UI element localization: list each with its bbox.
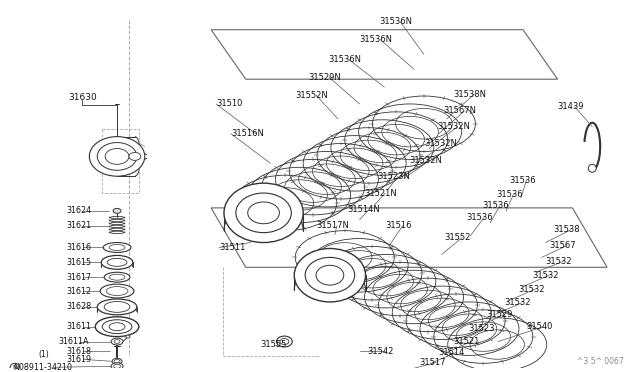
Text: 31521: 31521 <box>454 337 480 346</box>
Text: 31567: 31567 <box>550 241 576 250</box>
Ellipse shape <box>305 257 355 293</box>
Text: 31517: 31517 <box>419 358 445 367</box>
Ellipse shape <box>90 137 145 176</box>
Ellipse shape <box>276 336 292 347</box>
Text: 31619: 31619 <box>67 355 92 364</box>
Text: 31532: 31532 <box>518 285 545 294</box>
Text: 31439: 31439 <box>557 102 584 112</box>
Text: 31529: 31529 <box>486 310 513 319</box>
Text: 31617: 31617 <box>67 273 92 282</box>
Ellipse shape <box>100 284 134 298</box>
Ellipse shape <box>104 272 130 282</box>
Text: 31516: 31516 <box>385 221 412 230</box>
Text: 31517N: 31517N <box>316 221 349 230</box>
Ellipse shape <box>126 335 130 338</box>
Ellipse shape <box>113 364 120 368</box>
Ellipse shape <box>104 301 130 312</box>
Text: 31611: 31611 <box>67 322 92 331</box>
Text: 31536: 31536 <box>483 201 509 211</box>
Ellipse shape <box>111 338 123 345</box>
Text: 31540: 31540 <box>526 322 552 331</box>
Text: 31536N: 31536N <box>380 17 412 26</box>
Text: 31532: 31532 <box>532 271 558 280</box>
Text: 31529N: 31529N <box>308 73 341 82</box>
Text: N08911-34210: N08911-34210 <box>13 363 72 372</box>
Text: 31618: 31618 <box>67 347 92 356</box>
Text: 31532: 31532 <box>504 298 531 307</box>
Text: 31555: 31555 <box>260 340 287 349</box>
Ellipse shape <box>103 243 131 253</box>
Text: 31552: 31552 <box>445 233 471 242</box>
Text: 31521N: 31521N <box>365 189 397 198</box>
Ellipse shape <box>316 265 344 285</box>
Text: ^3 5^ 0067: ^3 5^ 0067 <box>577 357 624 366</box>
Text: 31616: 31616 <box>67 243 92 252</box>
Text: 31567N: 31567N <box>444 106 477 115</box>
Ellipse shape <box>112 358 122 364</box>
Text: 31511: 31511 <box>219 243 245 252</box>
Text: 31552N: 31552N <box>295 90 328 100</box>
Text: 31615: 31615 <box>67 258 92 267</box>
Text: 31532N: 31532N <box>437 122 470 131</box>
Ellipse shape <box>95 317 139 337</box>
Ellipse shape <box>224 183 303 243</box>
Ellipse shape <box>114 360 120 363</box>
Text: 31532: 31532 <box>546 257 572 266</box>
Text: 31532N: 31532N <box>424 139 457 148</box>
Text: 31536N: 31536N <box>328 55 361 64</box>
Text: 31523N: 31523N <box>378 172 410 181</box>
Text: 31536N: 31536N <box>360 35 392 44</box>
Ellipse shape <box>109 323 125 331</box>
Ellipse shape <box>97 299 137 315</box>
Ellipse shape <box>97 142 137 170</box>
Ellipse shape <box>109 244 125 250</box>
Text: 31523: 31523 <box>468 324 495 333</box>
Ellipse shape <box>280 339 289 344</box>
Text: 31542: 31542 <box>367 347 394 356</box>
Ellipse shape <box>102 320 132 334</box>
Ellipse shape <box>129 153 141 160</box>
Text: 31611A: 31611A <box>59 337 89 346</box>
Text: 31514: 31514 <box>439 348 465 357</box>
Ellipse shape <box>248 202 280 224</box>
Text: 31536: 31536 <box>496 190 523 199</box>
Text: 31630: 31630 <box>68 93 97 102</box>
Ellipse shape <box>114 340 120 343</box>
Ellipse shape <box>113 208 121 213</box>
Ellipse shape <box>101 256 133 269</box>
Text: 31538: 31538 <box>554 225 580 234</box>
Ellipse shape <box>107 259 127 266</box>
Text: 31536: 31536 <box>467 213 493 222</box>
Text: 31628: 31628 <box>67 302 92 311</box>
Text: 31532N: 31532N <box>409 156 442 165</box>
Ellipse shape <box>111 363 123 370</box>
Ellipse shape <box>294 248 365 302</box>
Text: 31510: 31510 <box>216 99 243 109</box>
Ellipse shape <box>109 274 125 280</box>
Text: N: N <box>13 365 17 370</box>
Text: 31624: 31624 <box>67 206 92 215</box>
Text: 31536: 31536 <box>509 176 536 185</box>
Ellipse shape <box>588 164 596 172</box>
Ellipse shape <box>236 193 291 232</box>
Text: 31621: 31621 <box>67 221 92 230</box>
Ellipse shape <box>105 148 129 164</box>
Text: 31612: 31612 <box>67 286 92 295</box>
Ellipse shape <box>106 286 128 295</box>
Text: (1): (1) <box>39 350 49 359</box>
Text: 31514N: 31514N <box>348 205 380 214</box>
Text: 31516N: 31516N <box>231 129 264 138</box>
Text: 31538N: 31538N <box>454 90 486 99</box>
